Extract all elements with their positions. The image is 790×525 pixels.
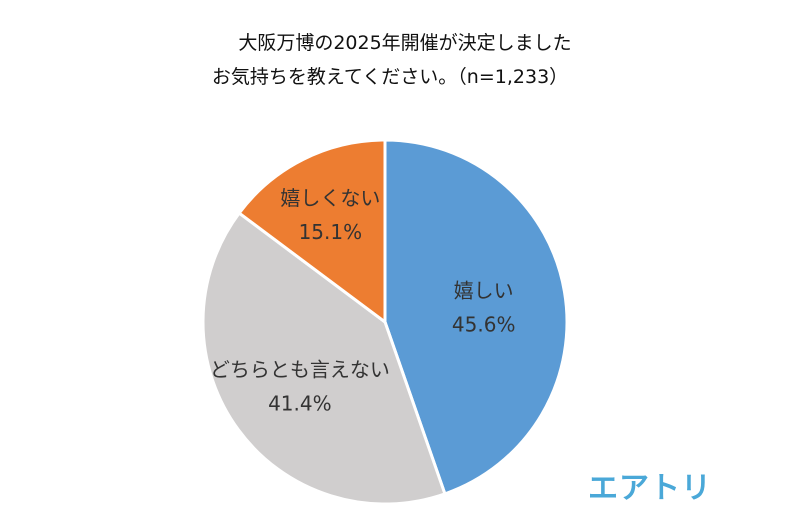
slice-label: 嬉しい	[454, 278, 514, 302]
pie-labels: 嬉しい 45.6% どちらとも言えない 41.4% 嬉しくない 15.1%	[210, 186, 516, 415]
slice-value-label: 45.6%	[452, 312, 516, 336]
slice-unhappy	[237, 138, 387, 324]
slice-value-label: 41.4%	[268, 391, 332, 415]
airtrip-logo: エアトリ	[588, 471, 712, 506]
slice-value-label: 15.1%	[299, 220, 363, 244]
pie-slices	[201, 138, 569, 506]
chart-subtitle: お気持ちを教えてください。（n=1,233）	[211, 66, 569, 88]
slice-neutral	[201, 211, 447, 506]
slice-label: どちらとも言えない	[210, 357, 390, 381]
chart-title: 大阪万博の2025年開催が決定しました	[238, 32, 572, 54]
slice-happy	[383, 138, 569, 496]
slice-label: 嬉しくない	[280, 186, 380, 210]
chart-title-block: 大阪万博の2025年開催が決定しました お気持ちを教えてください。（n=1,23…	[0, 26, 790, 94]
